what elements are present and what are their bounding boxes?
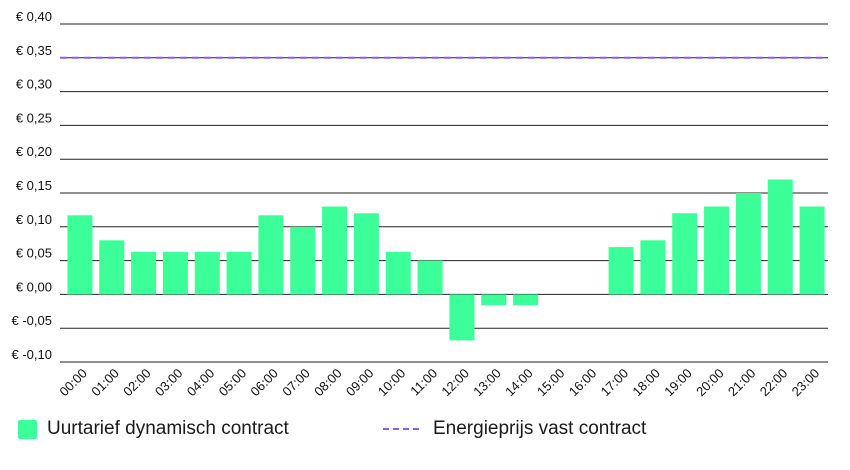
y-tick-label: € 0,00 — [16, 279, 52, 294]
y-tick-label: € 0,30 — [16, 77, 52, 92]
y-tick-label: € 0,15 — [16, 178, 52, 193]
x-tick-label: 23:00 — [789, 366, 823, 400]
bar — [194, 251, 220, 295]
y-tick-label: € 0,40 — [16, 9, 52, 24]
bar — [99, 240, 125, 295]
x-tick-label: 19:00 — [661, 366, 695, 400]
x-tick-label: 03:00 — [152, 366, 186, 400]
x-tick-label: 01:00 — [88, 366, 122, 400]
x-tick-label: 10:00 — [375, 366, 409, 400]
x-tick-label: 11:00 — [407, 366, 440, 399]
y-tick-label: € 0,25 — [16, 110, 52, 125]
legend-swatch-bars — [18, 419, 37, 439]
x-tick-label: 12:00 — [438, 366, 472, 400]
bar — [513, 294, 539, 306]
bar — [735, 193, 761, 295]
legend-label-bars: Uurtarief dynamisch contract — [47, 418, 289, 439]
x-tick-label: 04:00 — [184, 366, 218, 400]
bar — [226, 251, 252, 295]
y-tick-label: € 0,20 — [16, 144, 52, 159]
legend-item-line: Energieprijs vast contract — [383, 418, 646, 440]
legend-label-line: Energieprijs vast contract — [433, 418, 647, 439]
bar — [258, 215, 284, 295]
x-tick-label: 14:00 — [502, 366, 536, 400]
x-tick-label: 00:00 — [56, 366, 90, 400]
bar-chart: € 0,40 € 0,35 € 0,30 € 0,25 € 0,20 € 0,15 € 0,… — [12, 9, 828, 400]
bar — [67, 215, 93, 295]
bar — [799, 206, 825, 295]
x-tick-label: 13:00 — [470, 366, 504, 400]
legend: Uurtarief dynamisch contract Energieprij… — [0, 418, 850, 458]
x-tick-label: 18:00 — [629, 366, 663, 400]
legend-item-bars: Uurtarief dynamisch contract — [18, 418, 289, 440]
bar — [417, 260, 443, 295]
bar — [385, 251, 411, 295]
y-tick-label: € 0,10 — [16, 212, 52, 227]
bar — [322, 206, 348, 295]
bar — [353, 213, 379, 295]
y-tick-label: € 0,35 — [16, 43, 52, 58]
bar — [672, 213, 698, 295]
bar — [290, 226, 316, 295]
bar — [449, 294, 475, 341]
bar — [481, 294, 507, 306]
x-tick-label: 15:00 — [534, 366, 568, 400]
bar — [767, 179, 793, 295]
x-tick-label: 07:00 — [279, 366, 313, 400]
x-tick-label: 21:00 — [725, 366, 759, 400]
bar — [640, 240, 666, 295]
x-tick-label: 09:00 — [343, 366, 377, 400]
x-tick-label: 08:00 — [311, 366, 345, 400]
x-tick-label: 22:00 — [757, 366, 791, 400]
bar — [162, 251, 188, 295]
bar — [131, 251, 157, 295]
legend-swatch-line — [383, 428, 419, 430]
bar — [704, 206, 730, 295]
x-tick-label: 06:00 — [247, 366, 281, 400]
x-tick-label: 02:00 — [120, 366, 154, 400]
chart-area: € 0,40 € 0,35 € 0,30 € 0,25 € 0,20 € 0,15 € 0,… — [12, 9, 828, 400]
x-tick-label: 17:00 — [598, 366, 632, 400]
y-tick-label: € -0,10 — [12, 347, 52, 362]
bar — [608, 247, 634, 295]
x-tick-label: 16:00 — [566, 366, 600, 400]
y-tick-label: € -0,05 — [12, 313, 52, 328]
x-tick-label: 05:00 — [216, 366, 250, 400]
y-tick-label: € 0,05 — [16, 246, 52, 261]
x-tick-label: 20:00 — [693, 366, 727, 400]
